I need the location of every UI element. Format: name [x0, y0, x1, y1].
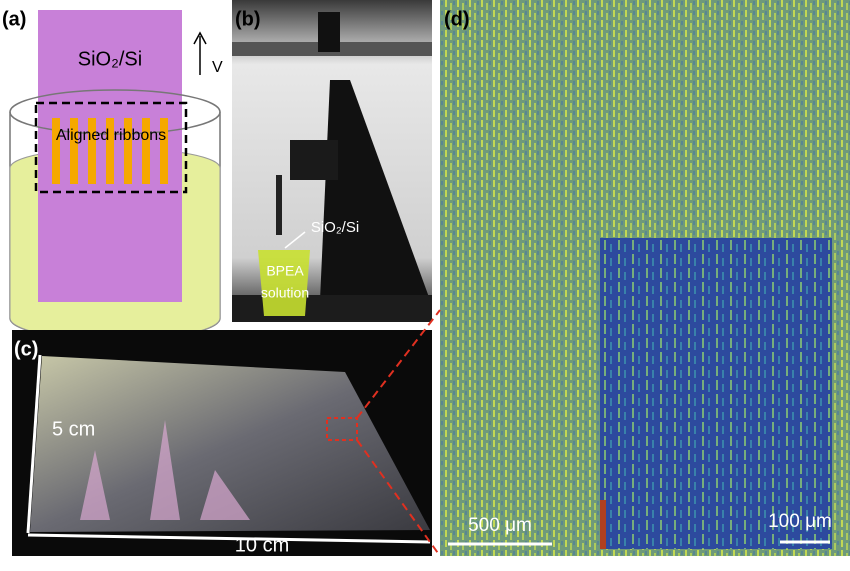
substrate-label: SiO₂/Si: [311, 219, 359, 236]
panel-label: (b): [235, 8, 261, 30]
region-box: [34, 101, 188, 194]
ribbons: [52, 118, 168, 184]
panel-label: (d): [444, 8, 470, 30]
panel-a: (a) SiO₂/Si V Aligned ribbons: [2, 8, 223, 341]
scale-label: 500 μm: [468, 515, 532, 536]
panel-c: (c) 5 cm 10 cm: [12, 330, 432, 556]
direction-label: V: [212, 59, 223, 76]
panel-b: (b) SiO₂/Si BPEA solution: [232, 0, 432, 322]
scale-label: 100 μm: [768, 511, 832, 532]
panel-d: (d) 500 μm 100 μm: [440, 0, 850, 556]
width-label: 5 cm: [52, 418, 95, 440]
solution-label: solution: [261, 285, 309, 301]
solution-label: BPEA: [266, 263, 304, 279]
panel-label: (a): [2, 8, 26, 30]
inset: [600, 238, 832, 549]
region-label: Aligned ribbons: [56, 127, 166, 144]
substrate-label: SiO₂/Si: [78, 48, 142, 70]
panel-label: (c): [14, 338, 38, 360]
length-label: 10 cm: [235, 534, 289, 556]
